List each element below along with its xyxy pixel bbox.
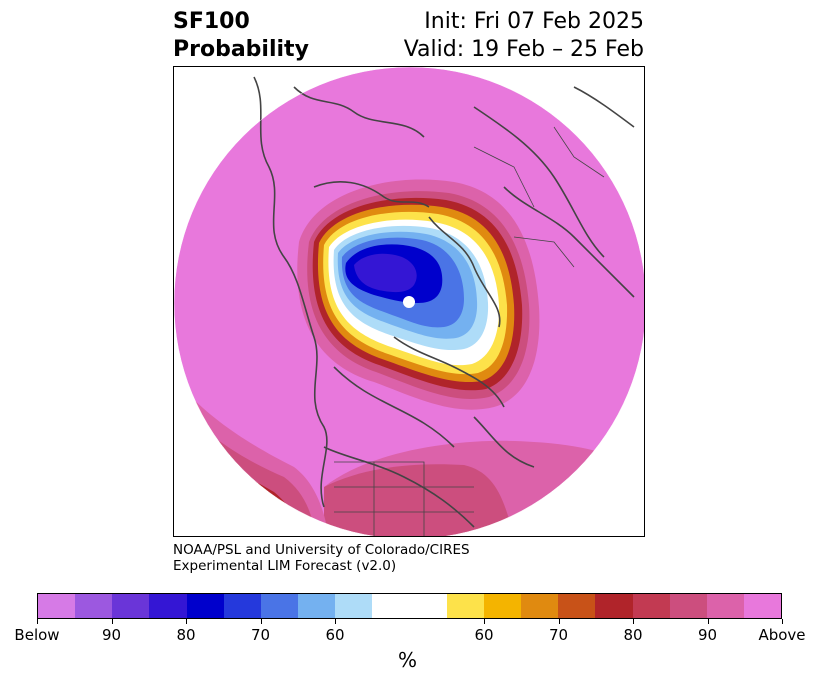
colorbar-swatch bbox=[260, 594, 299, 618]
init-date: Init: Fri 07 Feb 2025 bbox=[424, 9, 644, 34]
colorbar-swatch bbox=[372, 594, 410, 618]
colorbar-tickmark bbox=[782, 619, 783, 624]
colorbar-tickmark bbox=[37, 619, 38, 624]
probability-map bbox=[174, 67, 644, 536]
colorbar-swatch bbox=[75, 594, 113, 618]
colorbar-tickmark bbox=[707, 619, 709, 624]
quantity-name: Probability bbox=[173, 37, 309, 62]
colorbar-tick-label: 70 bbox=[548, 626, 569, 644]
colorbar-swatch bbox=[298, 594, 336, 618]
forecast-dates: Init: Fri 07 Feb 2025 Valid: 19 Feb – 25… bbox=[404, 8, 644, 64]
colorbar-swatch bbox=[483, 594, 522, 618]
colorbar-swatch bbox=[38, 594, 76, 618]
colorbar-tickmark bbox=[558, 619, 560, 624]
colorbar-tick-label: 60 bbox=[474, 626, 494, 644]
credit-line-1: NOAA/PSL and University of Colorado/CIRE… bbox=[173, 542, 470, 558]
colorbar-tick-label: 80 bbox=[623, 626, 643, 644]
colorbar-swatch bbox=[743, 594, 782, 618]
colorbar-swatch bbox=[446, 594, 484, 618]
credit-line-2: Experimental LIM Forecast (v2.0) bbox=[173, 558, 397, 574]
colorbar-swatch bbox=[409, 594, 447, 618]
colorbar-tick-label: Below bbox=[14, 626, 60, 644]
valid-range: Valid: 19 Feb – 25 Feb bbox=[403, 37, 644, 62]
colorbar-tick-label: 60 bbox=[325, 626, 345, 644]
colorbar-swatch bbox=[335, 594, 373, 618]
colorbar-tickmark bbox=[260, 619, 262, 624]
below-far-region bbox=[354, 253, 417, 293]
political-borders bbox=[334, 126, 605, 536]
polar-map bbox=[173, 66, 645, 537]
colorbar-swatch bbox=[669, 594, 707, 618]
colorbar-swatch bbox=[149, 594, 187, 618]
colorbar-tickmark bbox=[186, 619, 187, 624]
below-70-region-pacific bbox=[174, 472, 248, 536]
colorbar-tickmark bbox=[484, 619, 485, 624]
colorbar-tick-label: Above bbox=[758, 626, 806, 644]
colorbar-swatch bbox=[186, 594, 224, 618]
colorbar-swatch bbox=[521, 594, 559, 618]
colorbar-tickmark bbox=[633, 619, 634, 624]
colorbar-swatch bbox=[558, 594, 596, 618]
colorbar-swatch bbox=[595, 594, 633, 618]
north-pole-marker bbox=[403, 296, 415, 308]
colorbar-tick-label: 80 bbox=[176, 626, 196, 644]
colorbar-tickmark bbox=[335, 619, 336, 624]
colorbar-swatch bbox=[112, 594, 150, 618]
colorbar-tickmark bbox=[111, 619, 113, 624]
colorbar-tick-label: 90 bbox=[101, 626, 122, 644]
colorbar-swatch bbox=[223, 594, 261, 618]
colorbar bbox=[37, 593, 782, 619]
colorbar-swatch bbox=[632, 594, 670, 618]
credit-text: NOAA/PSL and University of Colorado/CIRE… bbox=[173, 542, 470, 574]
colorbar-swatch bbox=[706, 594, 744, 618]
colorbar-tick-label: 90 bbox=[697, 626, 718, 644]
map-title: SF100 Probability bbox=[173, 8, 309, 64]
probability-field bbox=[174, 67, 644, 536]
variable-name: SF100 bbox=[173, 9, 250, 34]
colorbar-tick-label: 70 bbox=[250, 626, 271, 644]
colorbar-unit: % bbox=[398, 648, 418, 672]
coastlines bbox=[253, 76, 635, 528]
